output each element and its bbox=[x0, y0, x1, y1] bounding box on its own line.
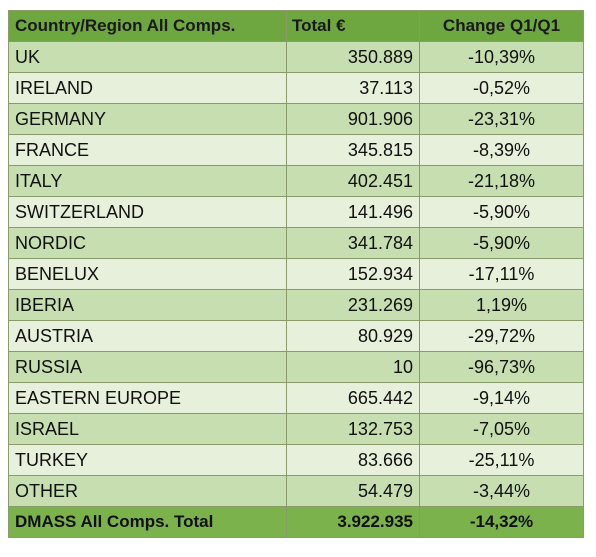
table-row: TURKEY 83.666 -25,11% bbox=[8, 444, 584, 476]
change-value-cell: -25,11% bbox=[419, 444, 584, 476]
table-row: UK 350.889 -10,39% bbox=[8, 41, 584, 73]
table-row: IBERIA 231.269 1,19% bbox=[8, 289, 584, 321]
change-value-cell: -8,39% bbox=[419, 134, 584, 166]
table-row: EASTERN EUROPE 665.442 -9,14% bbox=[8, 382, 584, 414]
change-value-cell: -7,05% bbox=[419, 413, 584, 445]
total-value-cell: 350.889 bbox=[286, 41, 420, 73]
table-row: BENELUX 152.934 -17,11% bbox=[8, 258, 584, 290]
change-value-cell: -5,90% bbox=[419, 196, 584, 228]
column-header-change: Change Q1/Q1 bbox=[419, 10, 584, 42]
table-row: IRELAND 37.113 -0,52% bbox=[8, 72, 584, 104]
change-value-cell: 1,19% bbox=[419, 289, 584, 321]
total-value-cell: 10 bbox=[286, 351, 420, 383]
total-value-cell: 345.815 bbox=[286, 134, 420, 166]
region-name-cell: AUSTRIA bbox=[8, 320, 287, 352]
change-value-cell: -21,18% bbox=[419, 165, 584, 197]
change-value-cell: -96,73% bbox=[419, 351, 584, 383]
table-row: ITALY 402.451 -21,18% bbox=[8, 165, 584, 197]
region-name-cell: SWITZERLAND bbox=[8, 196, 287, 228]
change-value-cell: -9,14% bbox=[419, 382, 584, 414]
table-body: UK 350.889 -10,39% IRELAND 37.113 -0,52% GERMA… bbox=[8, 41, 584, 507]
region-name-cell: UK bbox=[8, 41, 287, 73]
total-value-cell: 141.496 bbox=[286, 196, 420, 228]
total-row-label: DMASS All Comps. Total bbox=[8, 506, 287, 538]
total-row-change: -14,32% bbox=[419, 506, 584, 538]
change-value-cell: -5,90% bbox=[419, 227, 584, 259]
column-header-total: Total € bbox=[286, 10, 420, 42]
change-value-cell: -10,39% bbox=[419, 41, 584, 73]
total-value-cell: 901.906 bbox=[286, 103, 420, 135]
table-row: GERMANY 901.906 -23,31% bbox=[8, 103, 584, 135]
total-value-cell: 132.753 bbox=[286, 413, 420, 445]
region-name-cell: ISRAEL bbox=[8, 413, 287, 445]
total-value-cell: 665.442 bbox=[286, 382, 420, 414]
region-name-cell: RUSSIA bbox=[8, 351, 287, 383]
change-value-cell: -3,44% bbox=[419, 475, 584, 507]
table-header-row: Country/Region All Comps. Total € Change… bbox=[8, 10, 584, 42]
total-value-cell: 54.479 bbox=[286, 475, 420, 507]
region-name-cell: EASTERN EUROPE bbox=[8, 382, 287, 414]
table-row: SWITZERLAND 141.496 -5,90% bbox=[8, 196, 584, 228]
change-value-cell: -17,11% bbox=[419, 258, 584, 290]
region-name-cell: FRANCE bbox=[8, 134, 287, 166]
region-name-cell: NORDIC bbox=[8, 227, 287, 259]
total-value-cell: 37.113 bbox=[286, 72, 420, 104]
table-row: RUSSIA 10 -96,73% bbox=[8, 351, 584, 383]
column-header-country: Country/Region All Comps. bbox=[8, 10, 287, 42]
region-name-cell: ITALY bbox=[8, 165, 287, 197]
total-row: DMASS All Comps. Total 3.922.935 -14,32% bbox=[8, 506, 584, 538]
total-value-cell: 152.934 bbox=[286, 258, 420, 290]
table-row: OTHER 54.479 -3,44% bbox=[8, 475, 584, 507]
change-value-cell: -29,72% bbox=[419, 320, 584, 352]
total-value-cell: 341.784 bbox=[286, 227, 420, 259]
change-value-cell: -23,31% bbox=[419, 103, 584, 135]
region-name-cell: IRELAND bbox=[8, 72, 287, 104]
sales-table-container: Country/Region All Comps. Total € Change… bbox=[8, 10, 584, 545]
total-value-cell: 231.269 bbox=[286, 289, 420, 321]
total-value-cell: 80.929 bbox=[286, 320, 420, 352]
total-value-cell: 402.451 bbox=[286, 165, 420, 197]
region-name-cell: GERMANY bbox=[8, 103, 287, 135]
total-value-cell: 83.666 bbox=[286, 444, 420, 476]
table-row: ISRAEL 132.753 -7,05% bbox=[8, 413, 584, 445]
sales-by-region-table: Country/Region All Comps. Total € Change… bbox=[8, 10, 584, 538]
region-name-cell: IBERIA bbox=[8, 289, 287, 321]
table-row: NORDIC 341.784 -5,90% bbox=[8, 227, 584, 259]
table-row: FRANCE 345.815 -8,39% bbox=[8, 134, 584, 166]
total-row-total: 3.922.935 bbox=[286, 506, 420, 538]
change-value-cell: -0,52% bbox=[419, 72, 584, 104]
region-name-cell: TURKEY bbox=[8, 444, 287, 476]
region-name-cell: BENELUX bbox=[8, 258, 287, 290]
region-name-cell: OTHER bbox=[8, 475, 287, 507]
table-row: AUSTRIA 80.929 -29,72% bbox=[8, 320, 584, 352]
